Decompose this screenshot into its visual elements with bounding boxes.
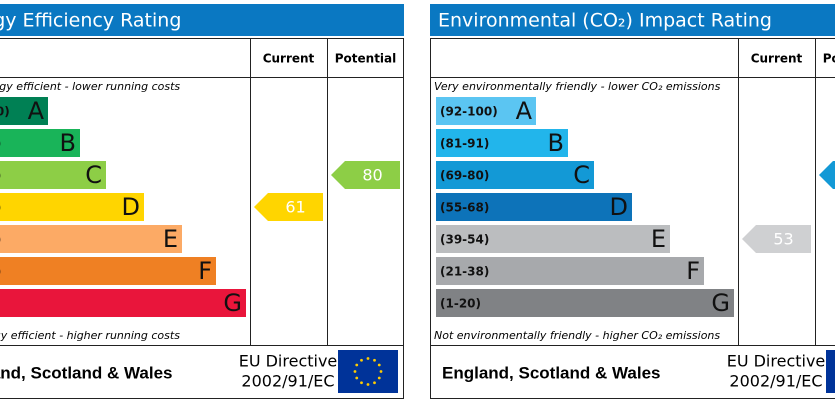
top-note: Very environmentally friendly - lower CO… (434, 80, 721, 93)
band-letter: F (686, 257, 700, 285)
eu-star (366, 357, 370, 360)
title-bar (0, 4, 404, 36)
footer-region: England, Scotland & Wales (0, 363, 173, 382)
eu-star (373, 381, 376, 385)
rating-band (0, 289, 246, 317)
rating-value: 80 (362, 166, 382, 185)
eu-star (360, 358, 363, 362)
rating-arrow (742, 225, 811, 253)
eu-star (373, 358, 376, 362)
rating-arrow (254, 193, 323, 221)
band-letter: A (28, 97, 45, 125)
rating-arrow (331, 161, 400, 189)
band-letter: G (223, 289, 242, 317)
band-letter: A (516, 97, 533, 125)
band-range: (21-38) (0, 265, 1, 279)
rating-band (436, 129, 568, 157)
eu-star (366, 383, 370, 386)
band-letter: C (85, 161, 102, 189)
band-letter: F (198, 257, 212, 285)
rating-value: 61 (285, 198, 305, 217)
eu-star (355, 376, 359, 380)
band-letter: G (711, 289, 730, 317)
table-border (430, 38, 835, 399)
column-header: Potential (335, 52, 397, 66)
rating-band (436, 97, 536, 125)
rating-panel: Environmental (CO₂) Impact Rating Current… (430, 4, 835, 399)
rating-panel: Energy Efficiency Rating Current Potential… (0, 4, 404, 399)
band-range: (69-80) (440, 169, 489, 183)
footer-region: England, Scotland & Wales (442, 363, 661, 382)
band-letter: D (122, 193, 140, 221)
rating-band (0, 193, 144, 221)
table-border (0, 38, 404, 399)
band-letter: D (610, 193, 628, 221)
rating-arrow (819, 161, 835, 189)
column-header: Current (263, 52, 315, 66)
band-range: (21-38) (440, 265, 489, 279)
band-range: (1-20) (440, 297, 481, 311)
rating-band (436, 289, 734, 317)
rating-band (0, 225, 182, 253)
footer-directive-code: 2002/91/EC (729, 372, 822, 391)
band-range: (92-100) (0, 105, 10, 119)
band-letter: B (548, 129, 564, 157)
band-letter: E (651, 225, 666, 253)
eu-flag (826, 350, 835, 393)
rating-band (0, 129, 80, 157)
bottom-note: Not energy efficient - higher running co… (0, 329, 180, 342)
eu-star (377, 376, 381, 380)
footer-directive: EU Directive (239, 352, 338, 371)
eu-star (353, 370, 357, 373)
band-range: (81-91) (440, 137, 489, 151)
rating-band (0, 97, 48, 125)
rating-band (0, 257, 216, 285)
rating-band (436, 257, 704, 285)
rating-band (436, 225, 670, 253)
band-range: (55-68) (440, 201, 489, 215)
eu-flag (338, 350, 398, 393)
band-range: (69-80) (0, 169, 1, 183)
eu-star (379, 370, 383, 373)
rating-band (0, 161, 106, 189)
band-letter: B (60, 129, 76, 157)
title-bar (430, 4, 835, 36)
band-letter: C (573, 161, 590, 189)
rating-band (436, 161, 594, 189)
column-header: Current (751, 52, 803, 66)
band-letter: E (163, 225, 178, 253)
bottom-note: Not environmentally friendly - higher CO… (434, 329, 720, 342)
band-range: (39-54) (0, 233, 1, 247)
footer-directive: EU Directive (727, 352, 826, 371)
column-header: Potential (823, 52, 835, 66)
rating-value: 53 (773, 230, 793, 249)
panel-title: Environmental (CO₂) Impact Rating (438, 10, 772, 32)
band-range: (55-68) (0, 201, 1, 215)
rating-band (436, 193, 632, 221)
top-note: Very energy efficient - lower running co… (0, 80, 180, 93)
band-range: (81-91) (0, 137, 1, 151)
band-range: (92-100) (440, 105, 498, 119)
eu-star (355, 363, 359, 367)
eu-star (360, 381, 363, 385)
eu-star (377, 363, 381, 367)
panel-title: Energy Efficiency Rating (0, 10, 181, 32)
footer-directive-code: 2002/91/EC (241, 372, 334, 391)
band-range: (39-54) (440, 233, 489, 247)
